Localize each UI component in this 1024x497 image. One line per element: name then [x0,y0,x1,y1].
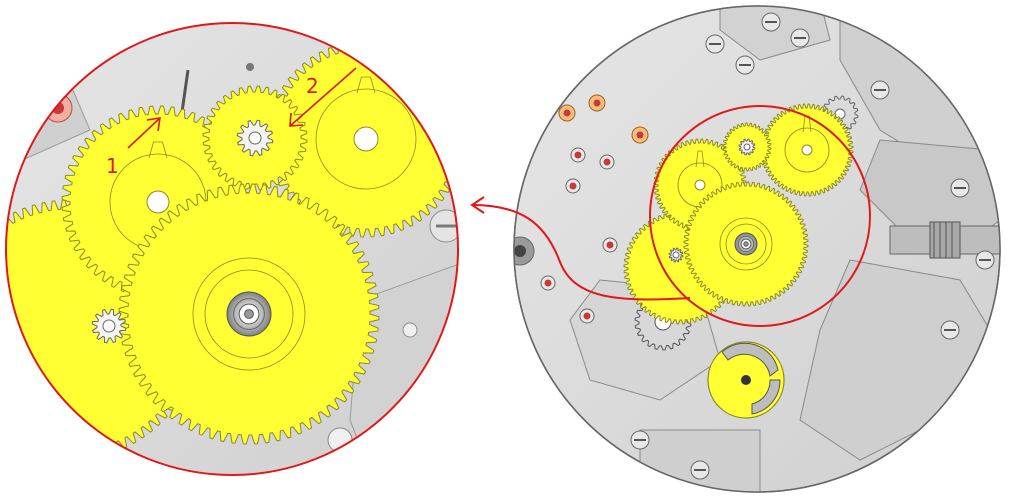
jewel [558,104,576,122]
jewel [602,237,618,253]
zoom-pivot [246,63,254,71]
leader-line [471,204,691,301]
leader-arrowhead [470,196,485,214]
movement-gear-fourth [760,103,854,197]
zoom-hole [402,322,418,338]
highlight-circle [649,105,871,327]
jewel [514,236,535,266]
screw [975,250,995,270]
crown-wheel [929,221,961,259]
jewel [631,126,649,144]
zoom-outline [5,22,459,476]
screw [950,178,970,198]
screw [761,12,781,32]
screw [705,34,725,54]
movement-screws [630,12,995,480]
arrow-2-label: 2 [306,74,319,98]
center-jewel [226,291,272,337]
zoom-pinion-lower [91,308,127,344]
arrow-2 [289,67,357,127]
movement-balance-wheel [707,341,785,419]
screw [790,28,810,48]
jewel [565,178,581,194]
jewel [540,275,556,291]
movement-gear-train [623,103,854,325]
jewel [570,147,586,163]
arrow-1-label: 1 [106,154,119,178]
balance-wheel [707,341,785,419]
zoom-view: 1 2 [5,22,459,476]
movement-view [513,5,1001,493]
jewel [588,94,606,112]
movement-details [514,6,1000,492]
zoom-gear-train [6,40,458,461]
jewel [579,308,595,324]
screw [870,80,890,100]
jewel [599,154,615,170]
movement-pinion [738,138,756,156]
arrow-1 [127,117,161,149]
movement-outline [513,5,1001,493]
zoom-pinion-upper [236,119,274,157]
screw [735,55,755,75]
screw [940,320,960,340]
movement-pinion [668,247,684,263]
screw [630,430,650,450]
zoom-spring-pin [180,69,190,113]
center-jewel [734,232,758,256]
movement-jewels [514,94,649,324]
screw [690,460,710,480]
